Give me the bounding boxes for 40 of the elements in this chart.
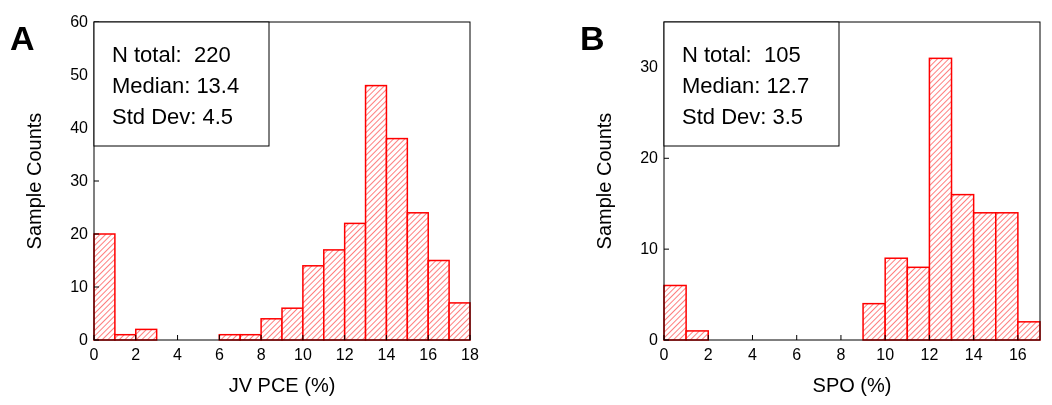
x-tick-label: 8 <box>256 346 266 363</box>
y-tick-label: 60 <box>70 13 89 30</box>
y-tick-label: 30 <box>640 58 659 76</box>
annotation: N total: 220 <box>112 42 231 67</box>
y-axis-title: Sample Counts <box>593 112 615 250</box>
x-tick-label: 12 <box>335 346 354 363</box>
y-tick-label: 40 <box>70 119 89 136</box>
x-tick-label: 6 <box>214 346 224 363</box>
x-tick-label: 2 <box>703 346 713 363</box>
annotation: Std Dev: 3.5 <box>682 104 804 129</box>
x-tick-label: 6 <box>792 346 802 363</box>
chart-title: A <box>10 19 35 57</box>
x-tick-label: 16 <box>1008 346 1027 363</box>
x-tick-label: 8 <box>836 346 846 363</box>
x-tick-label: 4 <box>173 346 183 363</box>
annotation: Std Dev: 4.5 <box>112 104 234 129</box>
x-axis-title: SPO (%) <box>812 374 892 396</box>
x-axis-title: JV PCE (%) <box>228 374 336 396</box>
x-tick-label: 16 <box>419 346 438 363</box>
x-tick-label: 14 <box>964 346 983 363</box>
y-axis-title: Sample Counts <box>23 112 45 250</box>
x-tick-label: 10 <box>293 346 312 363</box>
x-tick-label: 2 <box>131 346 141 363</box>
x-tick-label: 10 <box>876 346 895 363</box>
y-tick-label: 10 <box>70 278 89 295</box>
y-tick-label: 20 <box>70 225 89 242</box>
y-tick-label: 50 <box>70 66 89 83</box>
x-tick-label: 4 <box>748 346 758 363</box>
x-tick-label: 12 <box>920 346 939 363</box>
annotation: Median: 13.4 <box>112 73 240 98</box>
annotation: Median: 12.7 <box>682 73 810 98</box>
x-tick-label: 14 <box>377 346 396 363</box>
chart-title: B <box>580 19 605 57</box>
y-tick-label: 30 <box>70 172 89 189</box>
y-tick-label: 0 <box>79 331 89 348</box>
y-tick-label: 20 <box>640 149 659 167</box>
x-tick-label: 18 <box>461 346 479 363</box>
y-tick-label: 10 <box>640 240 659 258</box>
annotation: N total: 105 <box>682 42 801 67</box>
y-tick-label: 0 <box>649 331 659 348</box>
